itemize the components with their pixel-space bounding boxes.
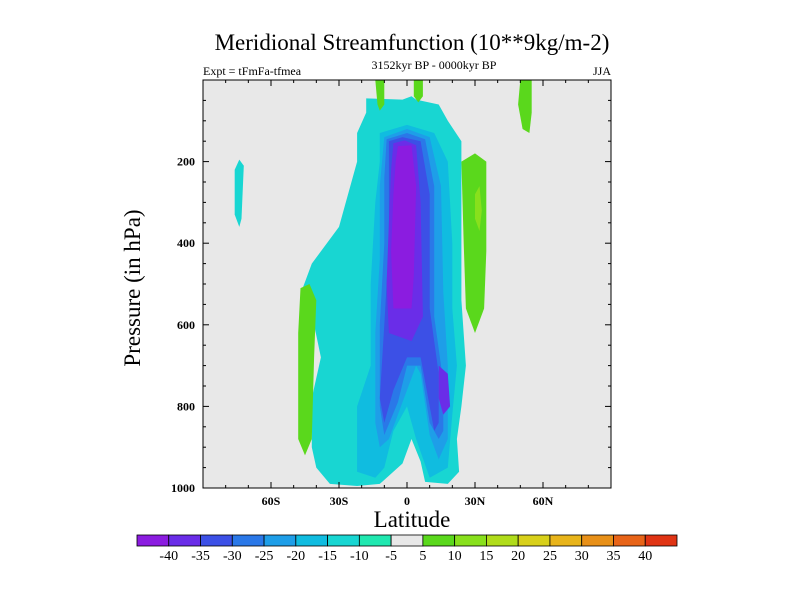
colorbar-label: 5 [419, 549, 426, 564]
season-label: JJA [593, 64, 611, 78]
colorbar-box [549, 534, 583, 547]
colorbar-box [422, 534, 456, 547]
colorbar-label: -40 [159, 549, 178, 564]
colorbar-label: 15 [479, 549, 493, 564]
y-tick-label: 400 [177, 236, 195, 250]
colorbar-label: -20 [286, 549, 305, 564]
contour-region-8 [391, 145, 417, 309]
colorbar-label: -25 [255, 549, 274, 564]
experiment-label: Expt = tFmFa-tfmea [203, 64, 302, 78]
colorbar-box [390, 534, 424, 547]
colorbar-label: 20 [511, 549, 525, 564]
x-tick-label: 0 [404, 494, 410, 508]
colorbar-label: -5 [385, 549, 397, 564]
contour-region-13 [518, 80, 532, 133]
contour-region-9 [298, 284, 317, 456]
colorbar-box [358, 534, 392, 547]
time-range-label: 3152kyr BP - 0000kyr BP [372, 58, 497, 72]
colorbar-box [454, 534, 487, 547]
colorbar: -40 -35 -30 -25 -20 -15 -10 -5 5 10 15 20 25 30 35 40 [136, 534, 678, 564]
contour-region-11 [413, 80, 423, 103]
x-tick-label: 60S [262, 494, 281, 508]
colorbar-label: 40 [638, 549, 652, 564]
chart-title: Meridional Streamfunction (10**9kg/m-2) [215, 30, 610, 55]
colorbar-box [581, 534, 614, 547]
contour-region-10 [375, 80, 385, 111]
colorbar-box [263, 534, 297, 547]
x-tick-label: 60N [533, 494, 554, 508]
y-tick-label: 1000 [171, 481, 195, 495]
y-tick-label: 800 [177, 399, 195, 413]
y-axis-title: Pressure (in hPa) [120, 209, 145, 366]
contour-region-7 [438, 365, 451, 415]
x-axis: 60S 30S 0 30N 60N [202, 80, 612, 508]
colorbar-box [231, 534, 265, 547]
colorbar-box [327, 534, 360, 547]
colorbar-label: -15 [318, 549, 337, 564]
colorbar-box [295, 534, 328, 547]
colorbar-label: 10 [448, 549, 462, 564]
colorbar-label: 25 [543, 549, 557, 564]
colorbar-label: -30 [223, 549, 242, 564]
x-axis-title: Latitude [374, 507, 451, 532]
colorbar-label: 35 [606, 549, 620, 564]
colorbar-box [644, 534, 678, 547]
colorbar-box [517, 534, 551, 547]
contour-region-14 [475, 186, 482, 231]
plot-area [202, 79, 612, 489]
colorbar-box [168, 534, 201, 547]
x-tick-label: 30S [330, 494, 349, 508]
colorbar-box [136, 534, 170, 547]
colorbar-label: 30 [575, 549, 589, 564]
y-tick-label: 600 [177, 318, 195, 332]
y-tick-label: 200 [177, 155, 195, 169]
y-axis: 200 400 600 800 1000 [171, 79, 611, 495]
x-tick-label: 30N [465, 494, 486, 508]
colorbar-label: -10 [350, 549, 369, 564]
colorbar-label: -35 [191, 549, 210, 564]
contour-region-1 [234, 159, 244, 227]
colorbar-box [486, 534, 519, 547]
colorbar-box [613, 534, 646, 547]
colorbar-box [200, 534, 233, 547]
